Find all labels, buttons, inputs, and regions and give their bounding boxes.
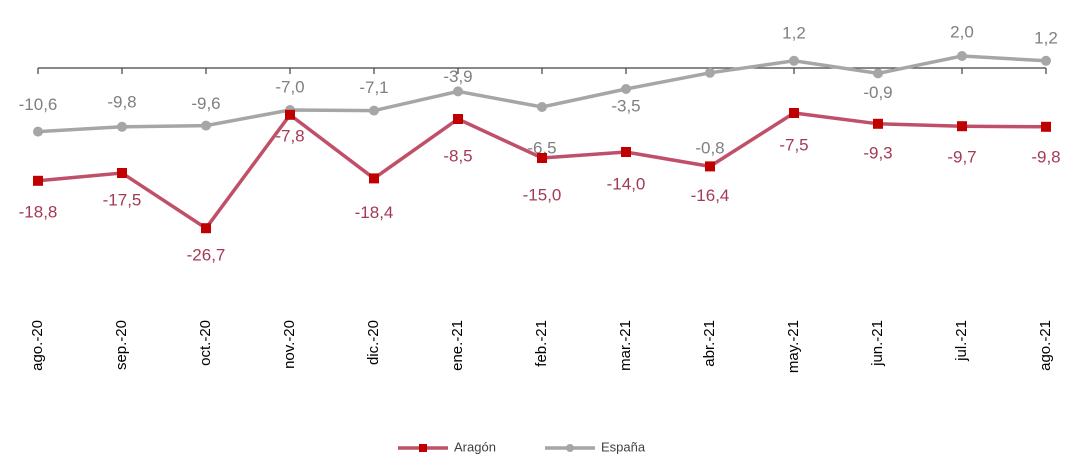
marker [33,126,43,137]
marker [1041,121,1051,132]
data-label: -9,8 [1031,147,1060,166]
data-label: 2,0 [950,22,974,41]
data-label: -7,5 [779,135,808,154]
marker [1041,55,1051,66]
marker [201,223,211,234]
x-tick-label: abr.-21 [701,320,718,367]
marker [453,114,463,124]
x-tick-label: jul.-21 [953,320,970,362]
data-label: -3,9 [443,67,472,86]
marker [369,105,379,116]
x-tick-label: ene.-21 [449,320,466,371]
data-label: -0,9 [863,83,892,102]
marker [789,55,799,66]
marker [537,153,547,163]
marker [621,147,631,157]
x-tick-label: ago.-20 [29,320,46,371]
data-label: -7,8 [275,126,304,145]
legend-label: Aragón [454,439,496,454]
marker [621,84,631,94]
data-label: -16,4 [691,186,730,205]
marker [201,120,211,131]
marker [537,102,547,112]
marker [453,86,463,97]
marker [369,173,379,184]
marker [705,67,715,78]
data-label: -7,0 [275,77,304,96]
x-tick-label: dic.-20 [365,320,382,365]
data-label: -9,7 [947,148,976,167]
marker [873,118,883,129]
marker [957,51,967,61]
data-label: 1,2 [1034,28,1058,47]
data-label: -18,8 [19,202,58,221]
marker [117,168,127,178]
data-label: -18,4 [355,203,394,222]
data-label: -3,5 [611,96,640,115]
marker [33,175,43,186]
data-label: -15,0 [523,185,562,204]
data-label: -9,8 [107,92,136,111]
marker [873,68,883,79]
legend-marker [566,444,574,452]
x-tick-label: nov.-20 [281,320,298,369]
legend-marker [419,444,427,452]
series-line [37,54,1047,134]
data-label: -9,6 [191,94,220,113]
data-label: -17,5 [103,190,142,209]
data-label: -10,6 [19,95,58,114]
data-label: -26,7 [187,246,226,265]
marker [117,121,127,132]
data-label: -8,5 [443,146,472,165]
x-tick-label: feb.-21 [533,320,550,367]
x-tick-label: sep.-20 [113,320,130,370]
marker [285,109,295,120]
x-tick-label: mar.-21 [617,320,634,371]
data-label: -9,3 [863,143,892,162]
x-tick-label: oct.-20 [197,320,214,366]
x-tick-label: jun.-21 [869,320,886,367]
data-label: -0,8 [695,138,724,157]
series-line [37,111,1047,231]
data-label: 1,2 [782,23,806,42]
marker [789,108,799,118]
x-tick-label: ago.-21 [1037,320,1054,371]
data-label: -14,0 [607,174,646,193]
data-label: -7,1 [359,78,388,97]
marker [957,121,967,132]
x-tick-label: may.-21 [785,320,802,373]
legend-label: España [601,439,646,454]
marker [705,161,715,172]
